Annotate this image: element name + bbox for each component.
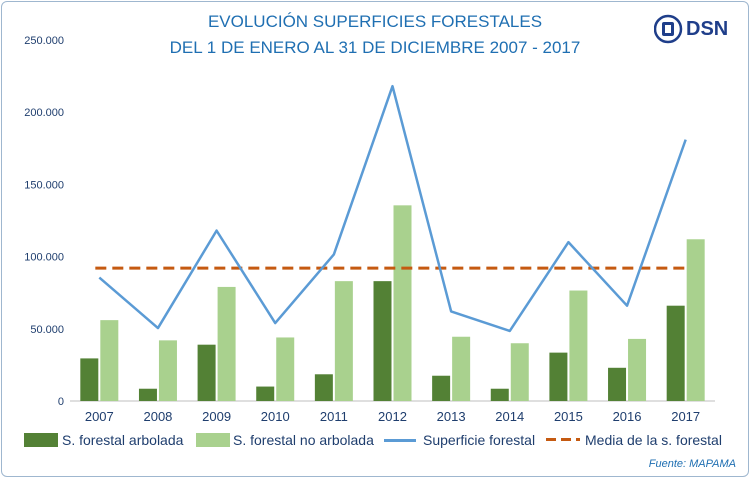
bar-no-arbolada xyxy=(452,336,471,401)
chart-title: EVOLUCIÓN SUPERFICIES FORESTALES xyxy=(207,12,543,31)
bar-arbolada xyxy=(197,344,216,401)
chart-subtitle: DEL 1 DE ENERO AL 31 DE DICIEMBRE 2007 -… xyxy=(169,38,581,57)
y-tick-label: 150.000 xyxy=(24,179,64,191)
y-tick-label: 100.000 xyxy=(24,252,64,264)
bar-arbolada xyxy=(608,367,627,401)
bar-arbolada xyxy=(256,386,275,401)
bar-no-arbolada xyxy=(569,290,588,401)
bar-arbolada xyxy=(373,281,392,401)
bar-no-arbolada xyxy=(276,337,295,401)
bar-no-arbolada xyxy=(100,320,119,401)
bar-arbolada xyxy=(314,374,333,401)
x-tick-label: 2010 xyxy=(261,409,290,424)
bar-arbolada xyxy=(666,305,685,401)
x-tick-label: 2012 xyxy=(378,409,407,424)
legend-swatch-no-arbolada xyxy=(196,433,230,447)
y-tick-label: 200.000 xyxy=(24,107,64,119)
legend: S. forestal arbolada S. forestal no arbo… xyxy=(0,428,750,454)
bar-arbolada xyxy=(490,388,509,401)
x-tick-label: 2014 xyxy=(495,409,524,424)
bar-no-arbolada xyxy=(510,343,529,401)
legend-swatch-superficie xyxy=(384,439,416,442)
x-tick-label: 2008 xyxy=(143,409,172,424)
bar-no-arbolada xyxy=(158,340,177,401)
logo-text: DSN xyxy=(686,18,729,40)
legend-label-no-arbolada: S. forestal no arbolada xyxy=(233,432,374,448)
bar-no-arbolada xyxy=(217,286,236,401)
x-tick-label: 2015 xyxy=(554,409,583,424)
legend-swatch-media xyxy=(546,438,580,441)
y-tick-label: 0 xyxy=(58,396,64,408)
dsn-logo xyxy=(654,14,683,44)
bar-arbolada xyxy=(432,375,451,401)
source-note: Fuente: MAPAMA xyxy=(648,458,736,470)
legend-label-arbolada: S. forestal arbolada xyxy=(62,432,184,448)
x-tick-label: 2016 xyxy=(613,409,642,424)
bar-no-arbolada xyxy=(334,281,353,401)
bar-arbolada xyxy=(80,358,99,401)
legend-label-media: Media de la s. forestal xyxy=(585,432,722,448)
legend-label-superficie: Superficie forestal xyxy=(423,432,536,448)
bar-no-arbolada xyxy=(393,205,412,401)
legend-swatch-arbolada xyxy=(24,433,58,447)
bar-arbolada xyxy=(138,388,157,401)
y-tick-label: 250.000 xyxy=(24,35,64,47)
x-tick-label: 2013 xyxy=(437,409,466,424)
series-line-superficie xyxy=(98,84,687,333)
x-tick-label: 2017 xyxy=(671,409,700,424)
y-tick-label: 50.000 xyxy=(30,324,64,336)
x-tick-label: 2011 xyxy=(320,409,348,424)
bar-no-arbolada xyxy=(686,239,705,401)
bar-no-arbolada xyxy=(628,338,647,401)
x-tick-label: 2007 xyxy=(85,409,114,424)
x-tick-label: 2009 xyxy=(202,409,231,424)
bar-arbolada xyxy=(549,352,568,401)
